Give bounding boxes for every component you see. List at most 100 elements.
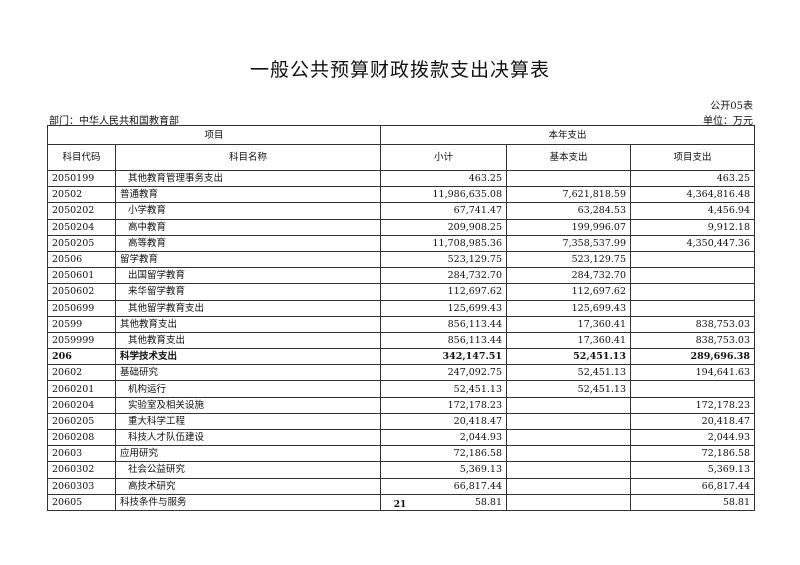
cell-subtotal: 463.25 <box>380 169 508 188</box>
cell-name: 科技人才队伍建设 <box>114 428 382 447</box>
cell-project: 4,364,816.48 <box>630 186 756 204</box>
cell-name: 基础研究 <box>114 364 382 382</box>
expenditure-table: 项目 本年支出 科目代码 科目名称 小计 基本支出 项目支出 2050199 其他… <box>46 125 756 511</box>
cell-name: 科技条件与服务 <box>114 493 382 511</box>
cell-code: 2050204 <box>47 218 116 236</box>
cell-subtotal: 20,418.47 <box>380 412 508 431</box>
table-row: 2060302 社会公益研究 5,369.13 5,369.13 <box>47 461 756 479</box>
cell-code: 2060205 <box>47 412 116 431</box>
cell-code: 20602 <box>47 364 116 382</box>
cell-name: 社会公益研究 <box>114 461 382 479</box>
cell-project: 72,186.58 <box>630 445 756 463</box>
cell-subtotal: 67,741.47 <box>380 202 508 220</box>
cell-name: 高等教育 <box>114 234 382 252</box>
document-title: 一般公共预算财政拨款支出决算表 <box>249 59 550 81</box>
cell-subtotal: 284,732.70 <box>380 267 508 285</box>
cell-subtotal: 5,369.13 <box>380 461 508 479</box>
cell-project <box>630 267 756 285</box>
cell-project: 20,418.47 <box>630 412 756 431</box>
table-row: 20603 应用研究 72,186.58 72,186.58 <box>47 445 756 463</box>
cell-subtotal: 856,113.44 <box>380 315 508 333</box>
cell-name: 小学教育 <box>114 202 382 220</box>
cell-name: 重大科学工程 <box>114 412 382 431</box>
cell-basic <box>506 461 632 479</box>
cell-name: 其他教育支出 <box>114 331 382 350</box>
cell-name: 高技术研究 <box>114 477 382 495</box>
cell-project <box>630 299 756 317</box>
column-header-row: 科目代码 科目名称 小计 基本支出 项目支出 <box>47 144 756 171</box>
cell-code: 2050602 <box>47 283 116 301</box>
cell-basic: 7,358,537.99 <box>506 234 632 252</box>
cell-project: 838,753.03 <box>630 331 756 350</box>
cell-basic <box>506 396 632 414</box>
table-row: 2059999 其他教育支出 856,113.44 17,360.41 838,753.… <box>47 331 756 350</box>
cell-subtotal: 58.81 <box>380 493 508 511</box>
cell-basic: 17,360.41 <box>506 331 632 350</box>
department-label: 部门：中华人民共和国教育部 <box>49 116 179 127</box>
table-row: 20599 其他教育支出 856,113.44 17,360.41 838,753.03 <box>47 315 756 333</box>
cell-name: 其他留学教育支出 <box>114 299 382 317</box>
cell-code: 2060208 <box>47 428 116 447</box>
cell-subtotal: 52,451.13 <box>380 380 508 398</box>
cell-basic: 284,732.70 <box>506 267 632 285</box>
cell-project: 4,350,447.36 <box>630 234 756 252</box>
cell-subtotal: 112,697.62 <box>380 283 508 301</box>
cell-subtotal: 11,986,635.08 <box>380 186 508 204</box>
cell-project: 66,817.44 <box>630 477 756 495</box>
cell-name: 来华留学教育 <box>114 283 382 301</box>
cell-basic: 52,451.13 <box>506 348 632 366</box>
header-name: 科目名称 <box>114 144 382 171</box>
cell-basic <box>506 428 632 447</box>
cell-subtotal: 856,113.44 <box>380 331 508 350</box>
cell-basic: 52,451.13 <box>506 364 632 382</box>
header-basic: 基本支出 <box>506 144 632 171</box>
cell-code: 20502 <box>47 186 116 204</box>
cell-code: 20603 <box>47 445 116 463</box>
table-row: 20605 科技条件与服务 58.81 58.81 <box>47 493 756 511</box>
cell-code: 20599 <box>47 315 116 333</box>
cell-basic <box>506 477 632 495</box>
cell-subtotal: 523,129.75 <box>380 250 508 269</box>
cell-code: 2060303 <box>47 477 116 495</box>
cell-subtotal: 66,817.44 <box>380 477 508 495</box>
cell-code: 2060204 <box>47 396 116 414</box>
cell-project: 463.25 <box>630 169 756 188</box>
cell-project: 172,178.23 <box>630 396 756 414</box>
cell-basic: 112,697.62 <box>506 283 632 301</box>
table-row: 20602 基础研究 247,092.75 52,451.13 194,641.63 <box>47 364 756 382</box>
table-row: 20506 留学教育 523,129.75 523,129.75 <box>47 250 756 269</box>
cell-basic <box>506 169 632 188</box>
table-row: 2060208 科技人才队伍建设 2,044.93 2,044.93 <box>47 428 756 447</box>
cell-code: 2050199 <box>47 169 116 188</box>
cell-name: 其他教育管理事务支出 <box>114 169 382 188</box>
cell-code: 2050699 <box>47 299 116 317</box>
cell-project <box>630 250 756 269</box>
unit-label: 单位：万元 <box>703 116 753 127</box>
cell-project: 838,753.03 <box>630 315 756 333</box>
table-row: 20502 普通教育 11,986,635.08 7,621,818.59 4,364,… <box>47 186 756 204</box>
cell-code: 2050205 <box>47 234 116 252</box>
cell-subtotal: 342,147.51 <box>380 348 508 366</box>
cell-subtotal: 11,708,985.36 <box>380 234 508 252</box>
table-row: 2060303 高技术研究 66,817.44 66,817.44 <box>47 477 756 495</box>
cell-name: 实验室及相关设施 <box>114 396 382 414</box>
table-row: 2050602 来华留学教育 112,697.62 112,697.62 <box>47 283 756 301</box>
cell-name: 应用研究 <box>114 445 382 463</box>
cell-basic: 523,129.75 <box>506 250 632 269</box>
header-code: 科目代码 <box>47 144 116 171</box>
cell-project <box>630 283 756 301</box>
cell-project <box>630 380 756 398</box>
cell-basic: 52,451.13 <box>506 380 632 398</box>
cell-basic: 17,360.41 <box>506 315 632 333</box>
form-number: 公开05表 <box>710 101 753 112</box>
cell-code: 2050601 <box>47 267 116 285</box>
page-number: 21 <box>393 500 407 510</box>
header-subtotal: 小计 <box>380 144 508 171</box>
cell-basic: 125,699.43 <box>506 299 632 317</box>
cell-basic <box>506 445 632 463</box>
group-header-row: 项目 本年支出 <box>46 125 756 145</box>
cell-basic <box>506 412 632 431</box>
cell-project: 5,369.13 <box>630 461 756 479</box>
table-row: 2050699 其他留学教育支出 125,699.43 125,699.43 <box>47 299 756 317</box>
cell-subtotal: 172,178.23 <box>380 396 508 414</box>
